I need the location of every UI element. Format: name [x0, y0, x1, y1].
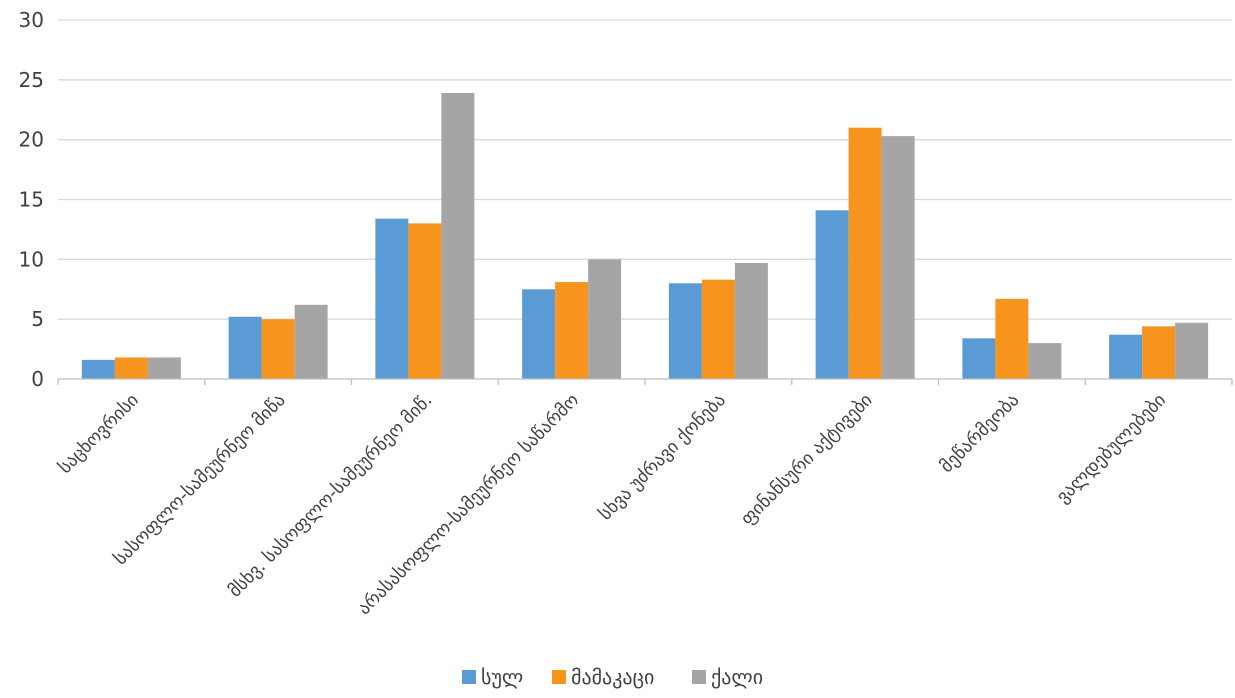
bar-1-6	[815, 210, 849, 379]
bar-3-6	[881, 136, 915, 379]
x-tick-label: სხვა უძრავი ქონება	[595, 390, 730, 525]
legend-swatch	[692, 670, 706, 684]
y-tick-label: 30	[19, 8, 44, 32]
bar-3-8	[1175, 322, 1209, 379]
bar-3-7	[1028, 343, 1062, 379]
x-tick-label: მეწარმეობა	[936, 390, 1023, 477]
y-tick-label: 20	[19, 128, 44, 152]
bar-3-3	[441, 92, 475, 379]
bar-3-4	[588, 259, 622, 379]
x-tick-label: ვალდებულებები	[1052, 390, 1170, 508]
bar-2-6	[848, 127, 882, 379]
bar-1-4	[522, 289, 556, 379]
bar-2-8	[1142, 326, 1176, 379]
legend-swatch	[552, 670, 566, 684]
y-tick-label: 0	[31, 367, 44, 391]
bar-3-2	[294, 304, 328, 379]
bar-1-1	[81, 359, 115, 379]
bar-2-4	[555, 282, 589, 379]
bar-2-3	[408, 223, 442, 379]
bar-1-7	[962, 338, 996, 379]
bar-3-5	[734, 262, 768, 379]
bar-1-2	[228, 316, 262, 379]
x-tick-label: საცხოვრისი	[55, 390, 143, 478]
bar-1-3	[375, 218, 409, 379]
x-tick-label: ფინანსური აქტივები	[737, 390, 877, 530]
bar-1-5	[668, 283, 702, 379]
y-tick-label: 10	[19, 247, 44, 271]
bar-3-1	[147, 357, 181, 379]
y-tick-label: 25	[19, 68, 44, 92]
bar-2-7	[995, 298, 1029, 379]
legend-label: მამაკაცი	[571, 665, 654, 689]
legend-swatch	[462, 670, 476, 684]
x-tick-label: სასოფლო-სამეურნეო მიწა	[110, 390, 290, 570]
y-axis: 0 5 10 15 20 25 30	[19, 8, 44, 391]
legend-label: ქალი	[711, 665, 763, 689]
gridlines	[58, 19, 1232, 320]
legend: სულ მამაკაცი ქალი	[462, 665, 763, 689]
bars	[81, 92, 1209, 379]
y-tick-label: 5	[31, 307, 44, 331]
y-tick-label: 15	[19, 188, 44, 212]
legend-label: სულ	[481, 665, 523, 689]
bar-2-2	[261, 319, 295, 379]
bar-2-1	[114, 357, 148, 379]
bar-1-8	[1109, 334, 1143, 379]
bar-2-5	[701, 279, 735, 379]
